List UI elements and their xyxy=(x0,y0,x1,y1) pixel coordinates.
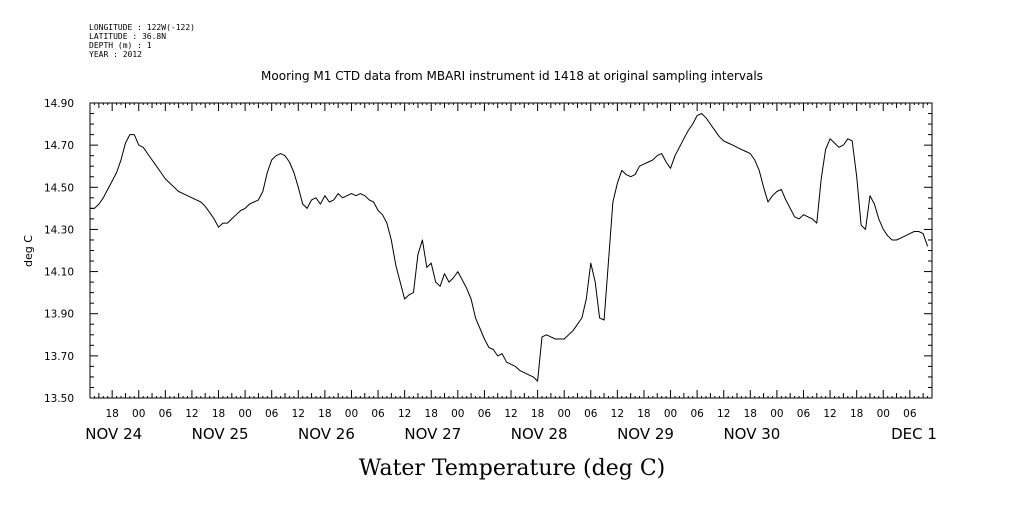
metadata-line: DEPTH (m) : 1 xyxy=(89,41,152,50)
x-day-label: NOV 29 xyxy=(617,425,674,443)
metadata-line: YEAR : 2012 xyxy=(89,50,142,59)
x-tick-label: 18 xyxy=(318,408,331,420)
x-tick-label: 06 xyxy=(690,408,704,420)
x-tick-label: 06 xyxy=(903,408,917,420)
x-tick-label: 12 xyxy=(717,408,730,420)
x-day-label: NOV 30 xyxy=(723,425,780,443)
x-tick-label: 00 xyxy=(132,408,145,420)
x-tick-label: 06 xyxy=(371,408,385,420)
x-tick-label: 12 xyxy=(398,408,411,420)
x-day-label: NOV 25 xyxy=(192,425,249,443)
y-axis: 14.90 14.70 14.50 14.30 14.10 13.90 13.70 13.50 xyxy=(44,98,932,405)
x-tick-label: 06 xyxy=(584,408,598,420)
series-line xyxy=(90,113,929,382)
x-tick-label: 18 xyxy=(212,408,225,420)
metadata-line: LATITUDE : 36.8N xyxy=(89,32,166,41)
x-tick-label: 18 xyxy=(105,408,118,420)
y-tick-label: 13.90 xyxy=(44,309,74,321)
metadata-line: LONGITUDE : 122W(-122) xyxy=(89,23,195,32)
plot-frame xyxy=(89,102,933,399)
y-tick-label: 13.50 xyxy=(44,393,74,405)
x-tick-label: 00 xyxy=(238,408,251,420)
x-day-label: NOV 28 xyxy=(511,425,568,443)
x-tick-label: 06 xyxy=(159,408,173,420)
x-axis: 18 00 06 12 18 00 06 12 18 00 06 12 18 00 06 12 18 00 06 12… xyxy=(85,103,937,443)
x-tick-label: 12 xyxy=(504,408,517,420)
x-tick-label: 06 xyxy=(265,408,279,420)
x-day-label: NOV 26 xyxy=(298,425,355,443)
x-day-label: DEC 1 xyxy=(891,425,937,443)
x-tick-label: 12 xyxy=(611,408,624,420)
x-tick-label: 00 xyxy=(557,408,570,420)
series-group xyxy=(90,113,929,382)
y-tick-label: 14.30 xyxy=(44,224,74,236)
y-tick-label: 14.50 xyxy=(44,182,74,194)
x-tick-label: 18 xyxy=(637,408,650,420)
x-tick-label: 06 xyxy=(478,408,492,420)
x-tick-label: 00 xyxy=(451,408,464,420)
x-tick-label: 18 xyxy=(850,408,863,420)
y-tick-label: 14.70 xyxy=(44,140,74,152)
x-tick-label: 06 xyxy=(797,408,811,420)
x-day-label: NOV 27 xyxy=(404,425,461,443)
x-tick-label: 18 xyxy=(531,408,544,420)
metadata-block: LONGITUDE : 122W(-122)LATITUDE : 36.8NDE… xyxy=(89,23,195,59)
x-tick-label: 18 xyxy=(744,408,757,420)
y-tick-label: 14.10 xyxy=(44,267,74,279)
y-tick-label: 13.70 xyxy=(44,351,74,363)
x-tick-label: 00 xyxy=(770,408,783,420)
x-tick-label: 18 xyxy=(425,408,438,420)
x-tick-label: 00 xyxy=(664,408,677,420)
chart-title: Mooring M1 CTD data from MBARI instrumen… xyxy=(261,69,763,83)
x-day-label: NOV 24 xyxy=(85,425,142,443)
x-tick-label: 00 xyxy=(345,408,358,420)
x-tick-label: 12 xyxy=(185,408,198,420)
x-tick-label: 12 xyxy=(823,408,836,420)
x-tick-label: 12 xyxy=(292,408,305,420)
y-axis-label: deg C xyxy=(22,235,35,267)
y-tick-label: 14.90 xyxy=(44,98,74,110)
x-tick-label: 00 xyxy=(877,408,890,420)
x-axis-label: Water Temperature (deg C) xyxy=(359,456,666,481)
